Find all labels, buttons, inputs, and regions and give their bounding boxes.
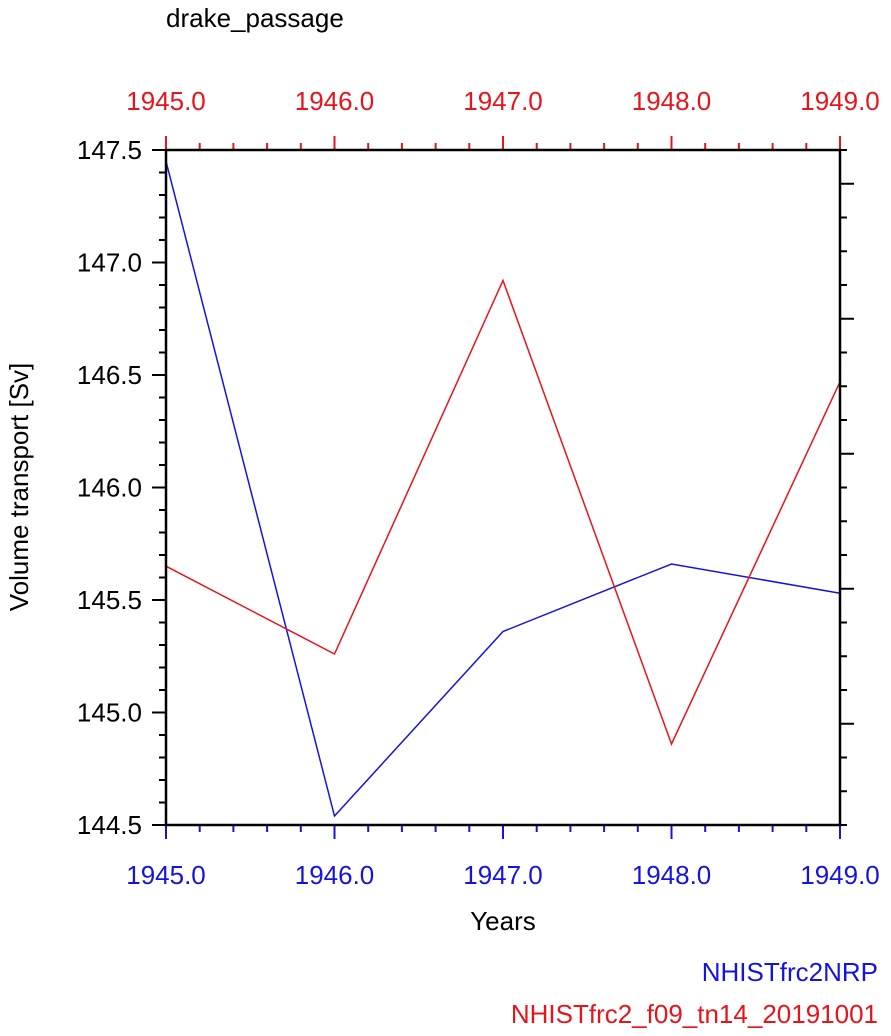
bottom-tick-label: 1949.0 [800,860,880,890]
y-tick-label: 147.5 [77,135,142,165]
top-tick-label: 1949.0 [800,86,880,116]
top-tick-labels: 1945.0 1946.0 1947.0 1948.0 1949.0 [126,86,880,116]
y-tick-label: 144.5 [77,810,142,840]
y-tick-label: 146.0 [77,473,142,503]
legend-entry-1: NHISTfrc2_f09_tn14_20191001 [511,999,878,1029]
top-tick-label: 1945.0 [126,86,206,116]
y-tick-label: 147.0 [77,248,142,278]
y-tick-label: 146.5 [77,360,142,390]
plot-frame [164,148,842,827]
bottom-tick-label: 1945.0 [126,860,206,890]
legend-entry-0: NHISTfrc2NRP [702,957,878,987]
top-tick-label: 1947.0 [463,86,543,116]
top-tick-label: 1946.0 [295,86,375,116]
y-tick-label: 145.0 [77,698,142,728]
y-tick-labels: 144.5 145.0 145.5 146.0 146.5 147.0 147.5 [77,135,142,840]
top-tick-label: 1948.0 [632,86,712,116]
bottom-tick-label: 1946.0 [295,860,375,890]
y-axis-label: Volume transport [Sv] [4,363,34,612]
series-line-1 [165,278,841,746]
y-tick-label: 145.5 [77,585,142,615]
bottom-tick-label: 1948.0 [632,860,712,890]
bottom-tick-labels: 1945.0 1946.0 1947.0 1948.0 1949.0 [126,860,880,890]
chart-title: drake_passage [166,3,344,33]
bottom-tick-label: 1947.0 [463,860,543,890]
x-axis-label: Years [470,906,536,936]
series-line-0 [165,161,841,818]
grid-ticks [152,136,854,839]
series-lines [165,161,841,818]
